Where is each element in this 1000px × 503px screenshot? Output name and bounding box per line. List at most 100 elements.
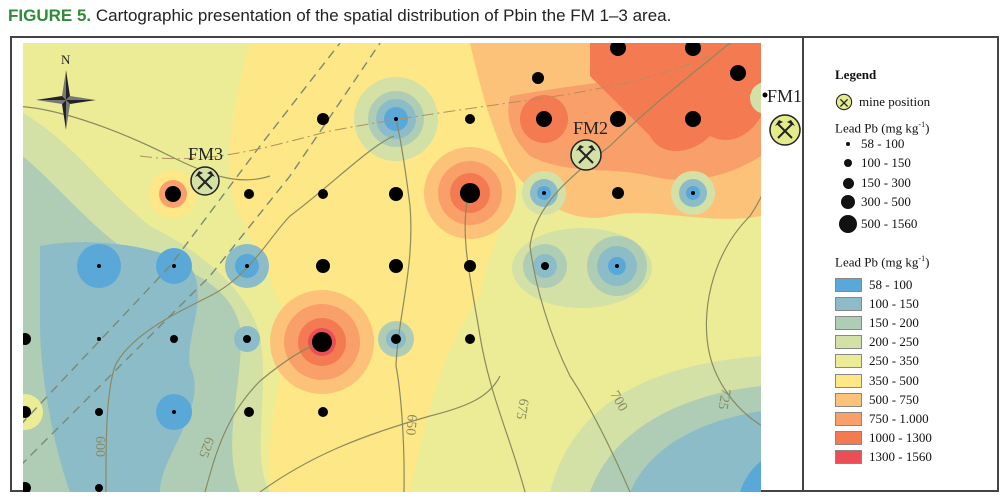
sample-point (23, 406, 31, 418)
contour-650 (395, 118, 412, 492)
sample-point (318, 189, 328, 199)
legend-fill-label: 250 - 350 (869, 353, 919, 369)
sample-point (244, 407, 254, 417)
sample-point (464, 260, 476, 272)
legend-swatch (835, 411, 862, 426)
contour-west (23, 106, 271, 181)
legend-swatch (835, 431, 862, 446)
sample-point (170, 335, 178, 343)
sample-point (691, 191, 695, 195)
legend-point-label: 300 - 500 (861, 194, 911, 209)
sample-point (389, 259, 403, 273)
contour-label-725: 725 (714, 387, 732, 410)
legend-title: Legend (835, 67, 877, 82)
contour-675 (464, 195, 526, 492)
sample-point (460, 183, 480, 203)
contour-label-600: 600 (92, 436, 107, 457)
legend-fill-label: 150 - 200 (869, 314, 919, 330)
interpolated-surface: 600 625 650 675 700 725 (23, 43, 761, 492)
sample-points (23, 43, 746, 492)
sample-point (391, 334, 401, 344)
legend-point-label: 500 - 1560 (861, 216, 918, 231)
contour-725 (705, 195, 761, 427)
legend-fill-label: 58 - 100 (869, 276, 913, 292)
legend-swatch (835, 315, 862, 330)
mine-label-fm1: FM1 (767, 86, 802, 106)
fault-line-2 (23, 43, 381, 464)
sample-point (615, 264, 619, 268)
sample-point (610, 111, 626, 127)
sample-point (312, 332, 332, 352)
legend-fill-class: 750 - 1.000 (835, 410, 929, 427)
legend-fill-heading-end: ) (925, 254, 930, 270)
point-symbol-icon (839, 215, 857, 233)
legend-fill-label: 350 - 500 (869, 372, 919, 388)
legend-divider (802, 36, 804, 492)
legend-swatch (835, 277, 862, 292)
legend-swatch (835, 392, 862, 407)
fault-line-1 (23, 43, 341, 424)
legend-swatch (835, 354, 862, 369)
map-canvas: 600 625 650 675 700 725 (23, 43, 802, 492)
sample-point (95, 484, 103, 492)
pb-distribution-map: 600 625 650 675 700 725 (10, 36, 802, 492)
sample-point (172, 264, 176, 268)
sample-point (97, 337, 101, 341)
sample-point (536, 111, 552, 127)
point-symbol-icon (841, 195, 855, 209)
north-arrow-icon: N (36, 52, 96, 130)
sample-point (389, 187, 403, 201)
legend-point-label: 58 - 100 (861, 136, 905, 151)
sample-point (465, 114, 475, 124)
sample-point (532, 72, 544, 84)
contour-label-625: 625 (195, 435, 216, 460)
legend-swatch (835, 335, 862, 350)
road-line (139, 55, 711, 160)
contour-600 (105, 135, 395, 492)
sample-point (95, 408, 103, 416)
legend-point-class: 300 - 500 (835, 192, 911, 212)
legend-fill-label: 1000 - 1300 (869, 430, 932, 446)
sample-point (23, 482, 31, 492)
sample-point (245, 264, 249, 268)
sample-point (317, 113, 329, 125)
legend-fill-class: 350 - 500 (835, 372, 919, 389)
sample-point (172, 410, 176, 414)
legend-points-heading-end: ) (925, 120, 930, 136)
legend-swatch (835, 296, 862, 311)
sample-point (685, 111, 701, 127)
legend-mine-label: mine position (859, 94, 931, 109)
legend-points-heading-text: Lead Pb (mg kg (835, 120, 919, 136)
zone-100-150-se (630, 411, 761, 492)
low-ring-fm1 (750, 82, 761, 114)
figure-caption: FIGURE 5. Cartographic presentation of t… (8, 6, 671, 26)
point-symbol-icon (844, 159, 852, 167)
legend-point-label: 150 - 300 (861, 175, 911, 190)
mine-icon (190, 166, 220, 196)
mine-fm1: FM1 (767, 86, 802, 146)
legend-fill-class: 58 - 100 (835, 276, 912, 293)
sample-point (542, 191, 546, 195)
sample-point (612, 187, 624, 199)
contour-label-650: 650 (402, 414, 419, 436)
legend-fill-class: 500 - 750 (835, 391, 919, 408)
zone-1000-1300-ne (590, 43, 761, 151)
legend-fill-label: 1300 - 1560 (869, 449, 932, 465)
point-symbol-icon (842, 177, 854, 189)
legend-points-heading: Lead Pb (mg kg-1) (835, 120, 929, 136)
mine-icon (570, 139, 602, 171)
legend-fill-class: 1000 - 1300 (835, 430, 932, 447)
fm1-point (762, 92, 768, 98)
figure-caption-text: Cartographic presentation of the spatial… (91, 6, 672, 25)
sample-point (610, 43, 626, 56)
legend-fill-class: 1300 - 1560 (835, 449, 932, 466)
contour-label-675: 675 (512, 397, 530, 420)
legend-fill-heading: Lead Pb (mg kg-1) (835, 254, 929, 270)
legend-mine-row: mine position (835, 93, 930, 111)
sample-point (394, 117, 398, 121)
contour-lines (23, 43, 761, 492)
contour-625 (204, 341, 323, 492)
legend-swatch (835, 373, 862, 388)
legend-fill-class: 250 - 350 (835, 353, 919, 370)
legend-fill-label: 750 - 1.000 (869, 410, 929, 426)
